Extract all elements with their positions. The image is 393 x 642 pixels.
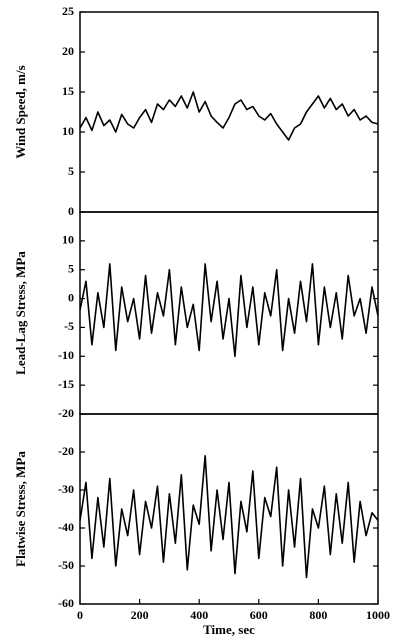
data-line xyxy=(79,263,379,358)
y-tick-label: 5 xyxy=(68,164,74,178)
y-tick-label: -30 xyxy=(58,482,74,496)
y-tick-label: -50 xyxy=(58,558,74,572)
y-tick-label: 10 xyxy=(62,124,74,138)
y-tick-label: 0 xyxy=(68,290,74,304)
y-tick-label: 5 xyxy=(68,261,74,275)
y-tick-label: -40 xyxy=(58,520,74,534)
y-tick-label: -60 xyxy=(58,596,74,610)
y-tick-label: -5 xyxy=(64,319,74,333)
x-axis-label: Time, sec xyxy=(203,622,255,637)
y-tick-label: 10 xyxy=(62,233,74,247)
x-tick-label: 200 xyxy=(131,608,149,622)
y-tick-label: -20 xyxy=(58,444,74,458)
y-tick-label: -15 xyxy=(58,377,74,391)
y-axis-label: Lead-Lag Stress, MPa xyxy=(13,251,28,375)
x-tick-label: 0 xyxy=(77,608,83,622)
y-axis-label: Wind Speed, m/s xyxy=(13,65,28,158)
x-tick-label: 600 xyxy=(250,608,268,622)
x-tick-label: 400 xyxy=(190,608,208,622)
y-axis-label: Flatwise Stress, MPa xyxy=(13,451,28,567)
y-tick-label: 15 xyxy=(62,84,74,98)
data-line xyxy=(79,91,379,141)
plot-frame xyxy=(79,11,379,213)
plot-frame xyxy=(79,413,379,605)
y-tick-label: 20 xyxy=(62,44,74,58)
y-tick-label: -20 xyxy=(58,406,74,420)
y-tick-label: -10 xyxy=(58,348,74,362)
x-tick-label: 1000 xyxy=(366,608,390,622)
y-tick-label: 0 xyxy=(68,204,74,218)
data-line xyxy=(79,455,379,579)
x-tick-label: 800 xyxy=(309,608,327,622)
y-tick-label: 25 xyxy=(62,4,74,18)
